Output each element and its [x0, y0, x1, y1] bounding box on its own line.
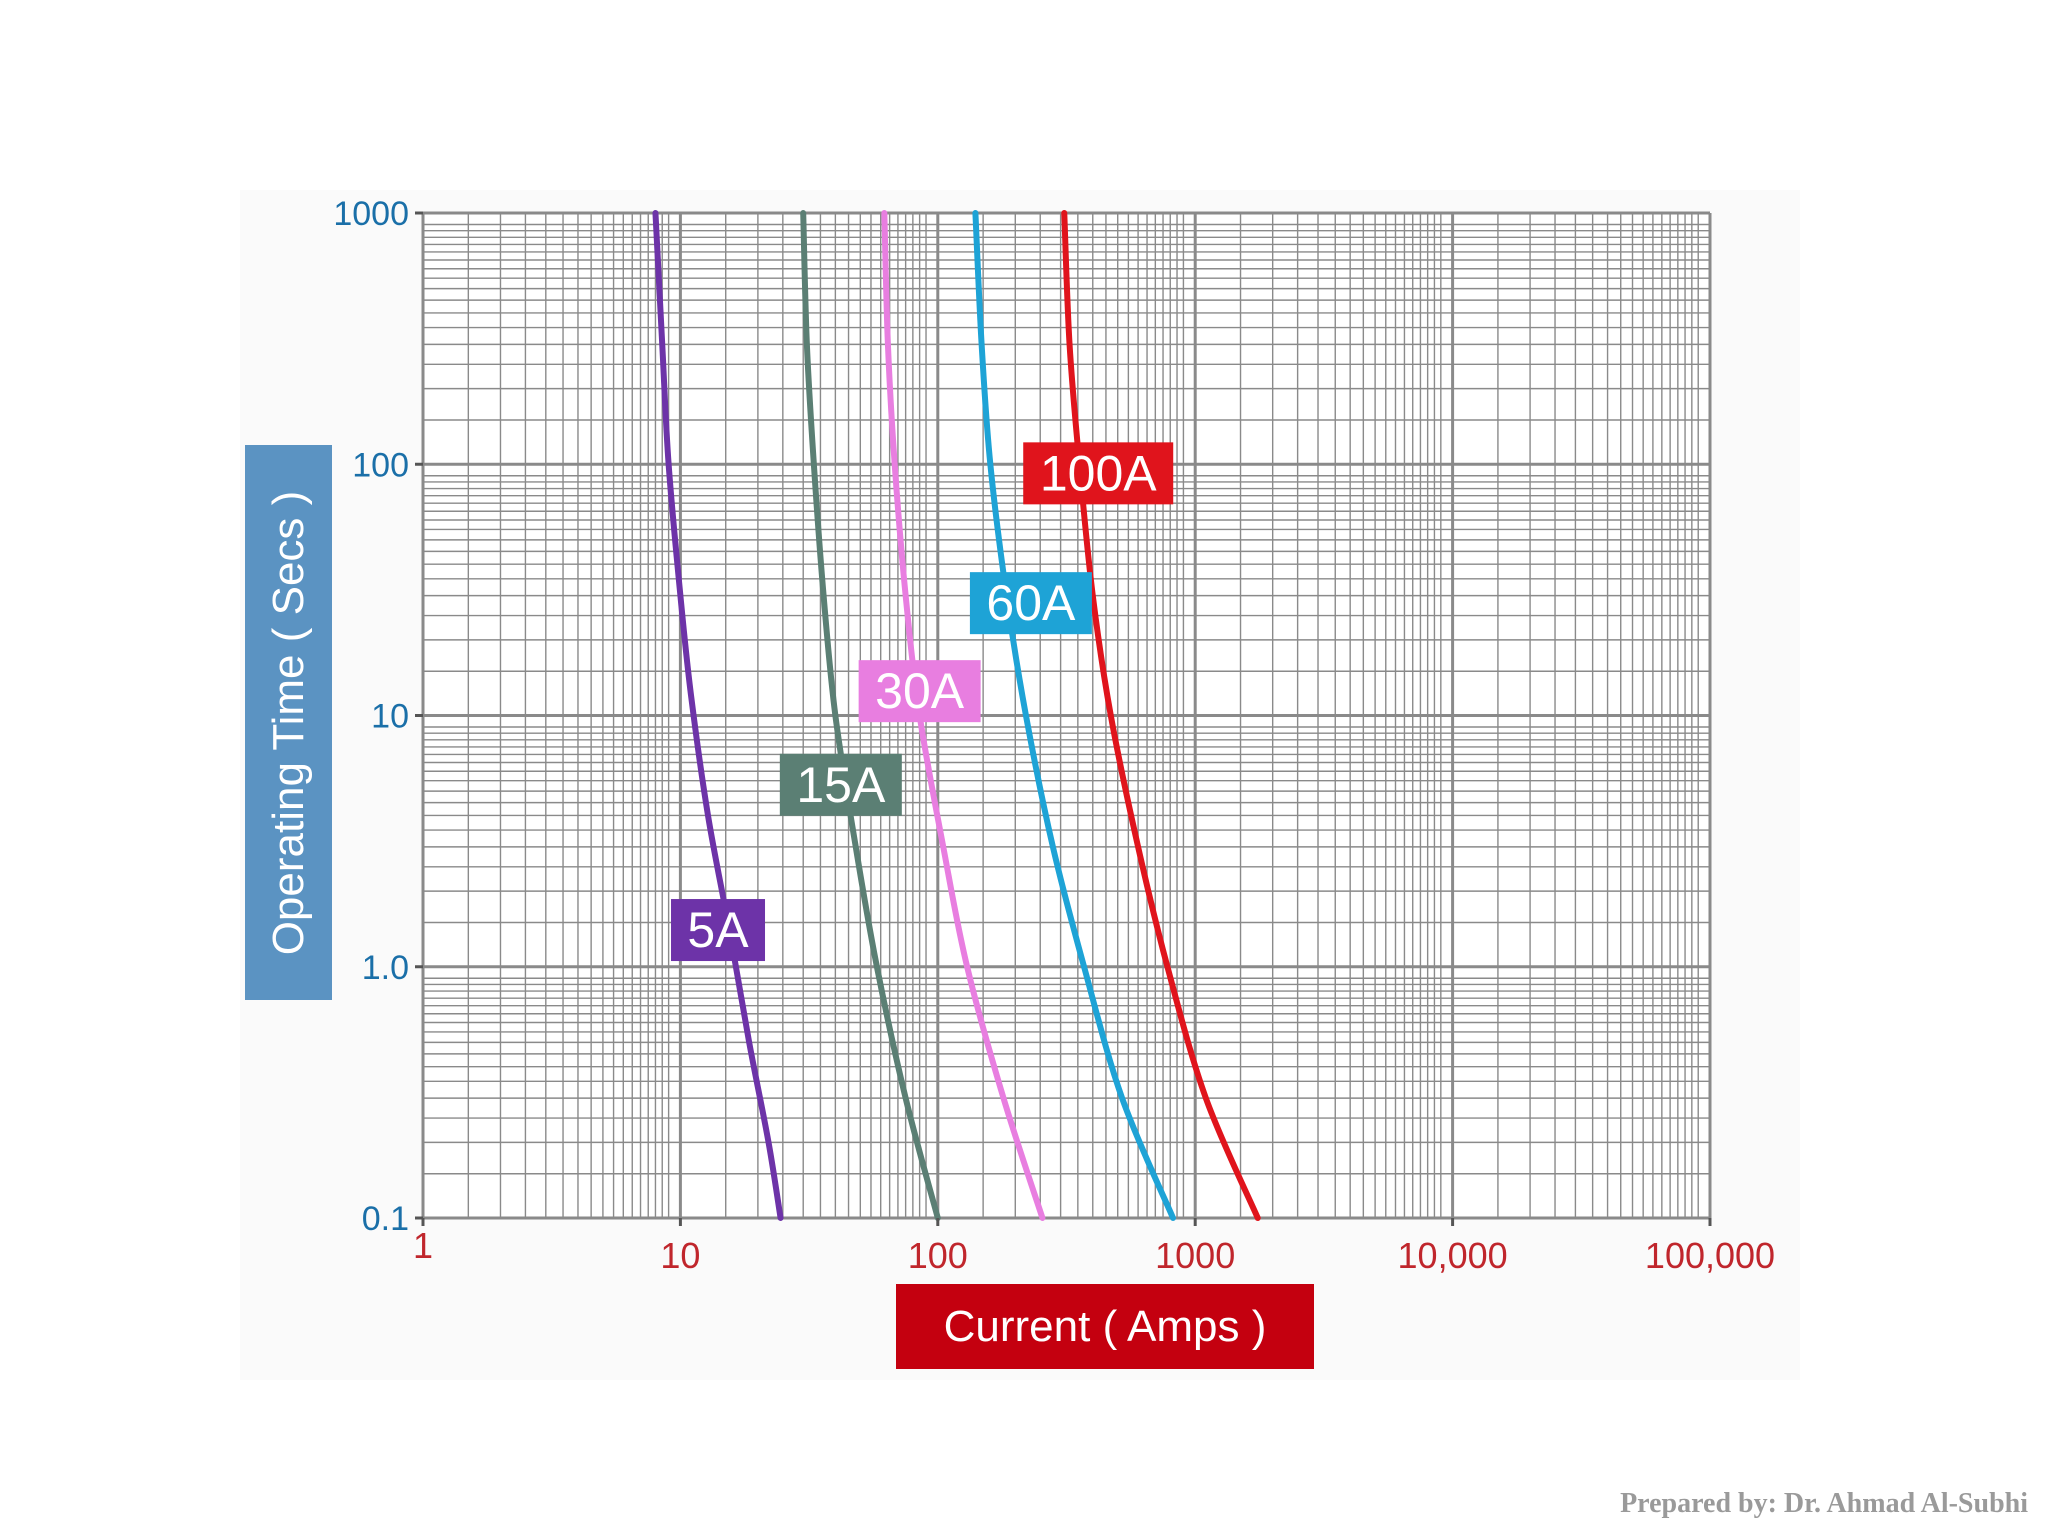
series-label-text: 30A — [875, 663, 965, 719]
series-label-box — [1023, 442, 1174, 505]
axis-labels: Operating Time ( Secs ) Current ( Amps ) — [245, 445, 1314, 1369]
x-tick-label: 1 — [413, 1225, 433, 1266]
x-tick-label: 100,000 — [1645, 1235, 1775, 1276]
series-label-30a: 30A — [858, 660, 981, 723]
x-tick-label: 1000 — [1155, 1235, 1235, 1276]
y-tick-label: 10 — [371, 698, 409, 736]
series-label-5a: 5A — [671, 899, 766, 962]
series-label-box — [779, 753, 902, 816]
series-labels: 5A 15A 30A 60A 100A — [671, 442, 1174, 962]
series-label-text: 5A — [687, 902, 749, 958]
x-tick-label: 10,000 — [1398, 1235, 1508, 1276]
fuse-curve-chart: 1 10 100 1000 10,000 100,000 1000 100 10 1.0 0.1 5… — [245, 195, 1775, 1369]
series-label-60a: 60A — [969, 572, 1092, 635]
y-tick-label: 0.1 — [362, 1200, 409, 1238]
chart-panel: 1 10 100 1000 10,000 100,000 1000 100 10 1.0 0.1 5… — [240, 190, 1800, 1380]
y-axis-title-box — [245, 445, 332, 1000]
y-tick-label: 1000 — [333, 195, 409, 233]
y-axis-title-text: Operating Time ( Secs ) — [264, 491, 313, 956]
series-label-box — [858, 660, 981, 723]
series-line-5a — [652, 210, 784, 1221]
x-axis-title-text: Current ( Amps ) — [944, 1302, 1267, 1351]
series-label-100a: 100A — [1023, 442, 1174, 505]
x-axis-title: Current ( Amps ) — [896, 1284, 1314, 1369]
series-label-text: 60A — [986, 575, 1076, 631]
y-tick-label: 1.0 — [362, 949, 409, 987]
series-line-100a — [1061, 210, 1261, 1221]
x-axis-title-box — [896, 1284, 1314, 1369]
grid — [421, 211, 1712, 1220]
y-tick-label: 100 — [352, 446, 409, 484]
series-label-text: 15A — [796, 757, 886, 813]
series-label-15a: 15A — [779, 753, 902, 816]
series-line-60a — [972, 210, 1177, 1221]
footer-credit: Prepared by: Dr. Ahmad Al-Subhi — [1620, 1488, 2028, 1519]
series-line-15a — [800, 210, 941, 1221]
series-label-box — [671, 899, 766, 962]
x-tick-label: 100 — [908, 1235, 968, 1276]
series-label-box — [969, 572, 1092, 635]
tick-labels: 1 10 100 1000 10,000 100,000 1000 100 10 1.0 0.1 — [333, 195, 1775, 1276]
series-group — [652, 210, 1261, 1221]
series-label-text: 100A — [1040, 445, 1157, 501]
y-axis-title: Operating Time ( Secs ) — [245, 445, 332, 1000]
x-tick-label: 10 — [660, 1235, 700, 1276]
